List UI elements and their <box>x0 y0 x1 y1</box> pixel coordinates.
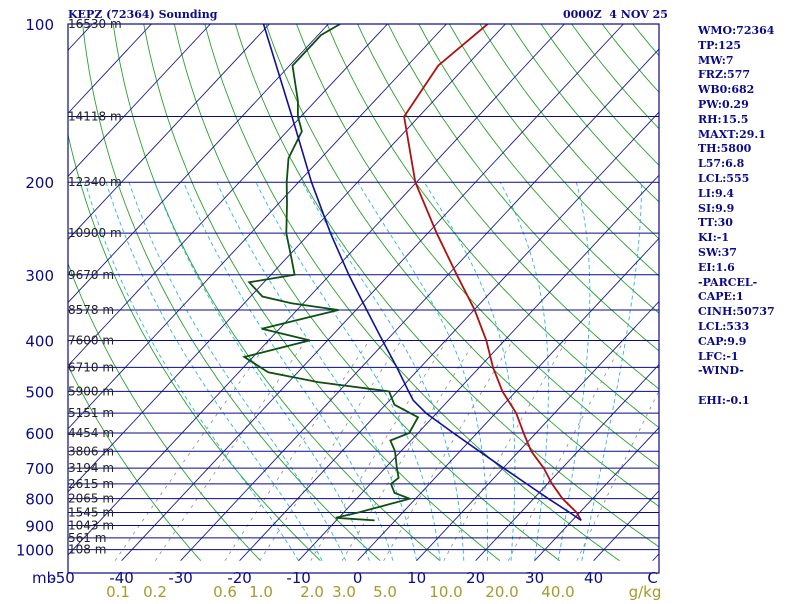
mixing-ratio-tick-label: 0.6 <box>213 583 237 600</box>
temperature-tick-label: 40 <box>584 569 603 587</box>
moist-adiabat <box>106 182 322 561</box>
isotherm <box>240 24 742 561</box>
isotherm <box>63 24 565 561</box>
index-line: L57:6.8 <box>698 157 775 172</box>
pressure-tick-label: 1000 <box>16 542 54 560</box>
dry-adiabat <box>21 12 260 560</box>
index-line: TT:30 <box>698 216 775 231</box>
temperature-tick-label: -30 <box>168 569 193 587</box>
moist-adiabat <box>256 182 440 561</box>
dry-adiabat <box>774 12 800 560</box>
index-line: LI:9.4 <box>698 187 775 202</box>
pressure-tick-label: 700 <box>25 460 54 478</box>
mixing-ratio-tick-label: 40.0 <box>541 583 574 600</box>
isotherm <box>0 24 328 561</box>
index-line: RH:15.5 <box>698 113 775 128</box>
height-label: 2065 m <box>68 492 114 506</box>
height-label: 6710 m <box>68 360 114 374</box>
pressure-tick-label: 900 <box>25 518 54 536</box>
dry-adiabat <box>81 12 380 560</box>
temperature-tick-label: 10 <box>407 569 426 587</box>
height-label: 14118 m <box>68 110 122 124</box>
pressure-tick-label: 200 <box>25 174 54 192</box>
isotherm <box>0 24 33 561</box>
chart-title: KEPZ (72364) Sounding <box>68 8 217 21</box>
index-line: CINH:50737 <box>698 305 775 320</box>
pressure-tick-label: 800 <box>25 491 54 509</box>
height-label: 7600 m <box>68 333 114 347</box>
index-line: -WIND- <box>698 364 775 379</box>
index-line: MW:7 <box>698 54 775 69</box>
mixing-ratio-tick-label: 0.1 <box>106 583 130 600</box>
moist-adiabat <box>217 182 417 561</box>
pressure-tick-label: 100 <box>25 16 54 34</box>
mixing-ratio-line <box>115 340 269 560</box>
height-label: 10900 m <box>68 226 122 240</box>
parcel-trace <box>264 24 582 520</box>
dry-adiabat <box>142 12 500 560</box>
temperature-tick-label: 20 <box>466 569 485 587</box>
moist-adiabat <box>129 182 346 561</box>
isotherm <box>181 24 683 561</box>
mixing-ratio-tick-label: 2.0 <box>300 583 324 600</box>
mixing-ratio-tick-label: 10.0 <box>429 583 462 600</box>
moist-adiabat <box>558 182 590 561</box>
index-line: LFC:-1 <box>698 350 775 365</box>
height-label: 108 m <box>68 543 106 557</box>
mixing-ratio-line <box>311 340 447 560</box>
index-line: TP:125 <box>698 39 775 54</box>
mixing-ratio-line <box>342 340 475 560</box>
index-line: WB0:682 <box>698 83 775 98</box>
dry-adiabats <box>0 12 800 560</box>
height-label: 8578 m <box>68 303 114 317</box>
dry-adiabat <box>262 12 739 560</box>
index-line: EHI:-0.1 <box>698 394 775 409</box>
index-line: EI:1.6 <box>698 261 775 276</box>
chart-timestamp: 0000Z 4 NOV 25 <box>563 8 668 21</box>
height-label: 12340 m <box>68 175 122 189</box>
mixing-ratio-tick-label: 0.2 <box>143 583 167 600</box>
dry-adiabat <box>232 12 679 560</box>
mixing-ratio-tick-label: 20.0 <box>485 583 518 600</box>
isotherm <box>0 24 446 561</box>
mixing-ratio-tick-label: 3.0 <box>332 583 356 600</box>
pressure-tick-label: 500 <box>25 383 54 401</box>
pressure-tick-label: 300 <box>25 267 54 285</box>
mixing-ratio-line <box>444 340 567 560</box>
index-line: FRZ:577 <box>698 68 775 83</box>
index-line: MAXT:29.1 <box>698 128 775 143</box>
mixing-ratio-unit-label: g/kg <box>629 583 662 600</box>
index-line: WMO:72364 <box>698 24 775 39</box>
height-label: 5151 m <box>68 406 114 420</box>
height-label: 5900 m <box>68 384 114 398</box>
index-line <box>698 379 775 394</box>
height-label: 3806 m <box>68 444 114 458</box>
index-line: SW:37 <box>698 246 775 261</box>
height-label: 3194 m <box>68 461 114 475</box>
height-label: 4454 m <box>68 426 114 440</box>
isobars <box>68 24 659 550</box>
index-line: KI:-1 <box>698 231 775 246</box>
index-line: PW:0.29 <box>698 98 775 113</box>
mixing-ratio-line <box>260 340 401 560</box>
index-line: LCL:555 <box>698 172 775 187</box>
index-line: CAP:9.9 <box>698 335 775 350</box>
height-label: 2615 m <box>68 477 114 491</box>
temperature-tick-label: -50 <box>50 569 75 587</box>
index-line: LCL:533 <box>698 320 775 335</box>
pressure-tick-label: 600 <box>25 425 54 443</box>
pressure-tick-label: 400 <box>25 332 54 350</box>
height-label: 1545 m <box>68 506 114 520</box>
mixing-ratio-tick-label: 5.0 <box>373 583 397 600</box>
height-label: 9670 m <box>68 268 114 282</box>
index-line: TH:5800 <box>698 142 775 157</box>
index-line: SI:9.9 <box>698 202 775 217</box>
index-line: CAPE:1 <box>698 290 775 305</box>
index-line: -PARCEL- <box>698 276 775 291</box>
temperature-trace <box>404 24 581 520</box>
mixing-ratio-tick-label: 1.0 <box>249 583 273 600</box>
